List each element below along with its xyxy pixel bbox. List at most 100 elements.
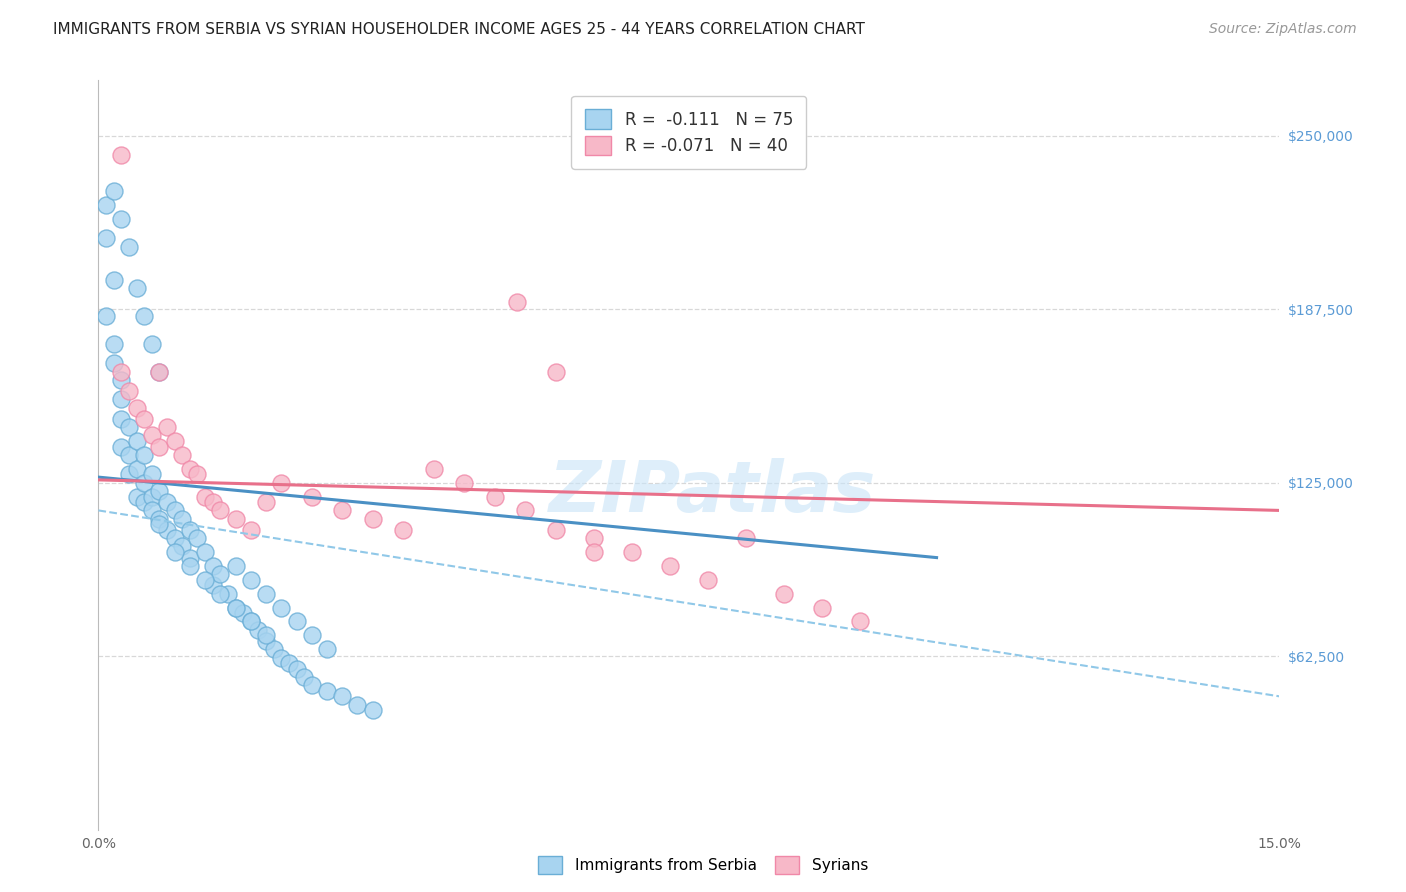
Point bbox=[103, 184, 125, 198]
Point bbox=[94, 309, 117, 323]
Point bbox=[141, 490, 163, 504]
Point bbox=[270, 600, 292, 615]
Point bbox=[811, 600, 834, 615]
Point bbox=[316, 683, 339, 698]
Point bbox=[103, 273, 125, 287]
Point bbox=[179, 462, 201, 476]
Point bbox=[148, 365, 170, 379]
Legend: Immigrants from Serbia, Syrians: Immigrants from Serbia, Syrians bbox=[531, 850, 875, 880]
Point bbox=[361, 512, 384, 526]
Point bbox=[697, 573, 720, 587]
Point bbox=[179, 558, 201, 573]
Point bbox=[232, 606, 254, 620]
Point bbox=[773, 587, 796, 601]
Point bbox=[346, 698, 368, 712]
Point bbox=[270, 650, 292, 665]
Point bbox=[201, 558, 224, 573]
Point bbox=[103, 356, 125, 370]
Legend: R =  -0.111   N = 75, R = -0.071   N = 40: R = -0.111 N = 75, R = -0.071 N = 40 bbox=[571, 96, 807, 169]
Point bbox=[330, 690, 353, 704]
Point bbox=[392, 523, 415, 537]
Point bbox=[163, 503, 186, 517]
Point bbox=[361, 703, 384, 717]
Point bbox=[125, 434, 148, 448]
Point bbox=[301, 678, 323, 692]
Point bbox=[172, 512, 194, 526]
Point bbox=[239, 615, 262, 629]
Point bbox=[254, 587, 277, 601]
Point bbox=[94, 198, 117, 212]
Point bbox=[172, 540, 194, 554]
Point bbox=[544, 523, 567, 537]
Point bbox=[301, 628, 323, 642]
Point bbox=[179, 523, 201, 537]
Point bbox=[141, 503, 163, 517]
Point bbox=[735, 531, 758, 545]
Point bbox=[513, 503, 536, 517]
Point bbox=[148, 483, 170, 498]
Point bbox=[316, 642, 339, 657]
Point bbox=[239, 573, 262, 587]
Point bbox=[582, 531, 605, 545]
Point bbox=[239, 615, 262, 629]
Text: IMMIGRANTS FROM SERBIA VS SYRIAN HOUSEHOLDER INCOME AGES 25 - 44 YEARS CORRELATI: IMMIGRANTS FROM SERBIA VS SYRIAN HOUSEHO… bbox=[53, 22, 865, 37]
Point bbox=[209, 587, 232, 601]
Point bbox=[156, 523, 179, 537]
Point bbox=[544, 365, 567, 379]
Point bbox=[118, 420, 141, 434]
Point bbox=[277, 656, 299, 670]
Point bbox=[148, 365, 170, 379]
Point bbox=[134, 448, 156, 462]
Point bbox=[225, 600, 247, 615]
Point bbox=[134, 495, 156, 509]
Point bbox=[225, 558, 247, 573]
Point bbox=[201, 578, 224, 592]
Point bbox=[141, 467, 163, 482]
Point bbox=[118, 448, 141, 462]
Point bbox=[453, 475, 475, 490]
Point bbox=[156, 420, 179, 434]
Point bbox=[194, 573, 217, 587]
Point bbox=[263, 642, 285, 657]
Point bbox=[110, 392, 132, 407]
Point bbox=[849, 615, 872, 629]
Point bbox=[620, 545, 643, 559]
Point bbox=[658, 558, 681, 573]
Point bbox=[254, 495, 277, 509]
Point bbox=[118, 240, 141, 254]
Point bbox=[239, 523, 262, 537]
Point bbox=[582, 545, 605, 559]
Point bbox=[422, 462, 444, 476]
Point bbox=[156, 495, 179, 509]
Point bbox=[148, 440, 170, 454]
Point bbox=[125, 490, 148, 504]
Point bbox=[330, 503, 353, 517]
Point bbox=[118, 467, 141, 482]
Point bbox=[110, 440, 132, 454]
Point bbox=[110, 373, 132, 387]
Point bbox=[172, 448, 194, 462]
Point bbox=[254, 633, 277, 648]
Point bbox=[141, 428, 163, 442]
Point bbox=[194, 545, 217, 559]
Text: Source: ZipAtlas.com: Source: ZipAtlas.com bbox=[1209, 22, 1357, 37]
Point bbox=[125, 281, 148, 295]
Point bbox=[103, 337, 125, 351]
Point bbox=[484, 490, 506, 504]
Point bbox=[201, 495, 224, 509]
Point bbox=[270, 475, 292, 490]
Point bbox=[134, 475, 156, 490]
Point bbox=[163, 545, 186, 559]
Point bbox=[217, 587, 239, 601]
Point bbox=[110, 365, 132, 379]
Point bbox=[179, 550, 201, 565]
Point bbox=[163, 531, 186, 545]
Point bbox=[186, 531, 208, 545]
Point bbox=[254, 628, 277, 642]
Point bbox=[292, 670, 315, 684]
Point bbox=[209, 503, 232, 517]
Point bbox=[285, 662, 308, 676]
Point bbox=[94, 231, 117, 245]
Point bbox=[110, 212, 132, 227]
Point bbox=[247, 623, 270, 637]
